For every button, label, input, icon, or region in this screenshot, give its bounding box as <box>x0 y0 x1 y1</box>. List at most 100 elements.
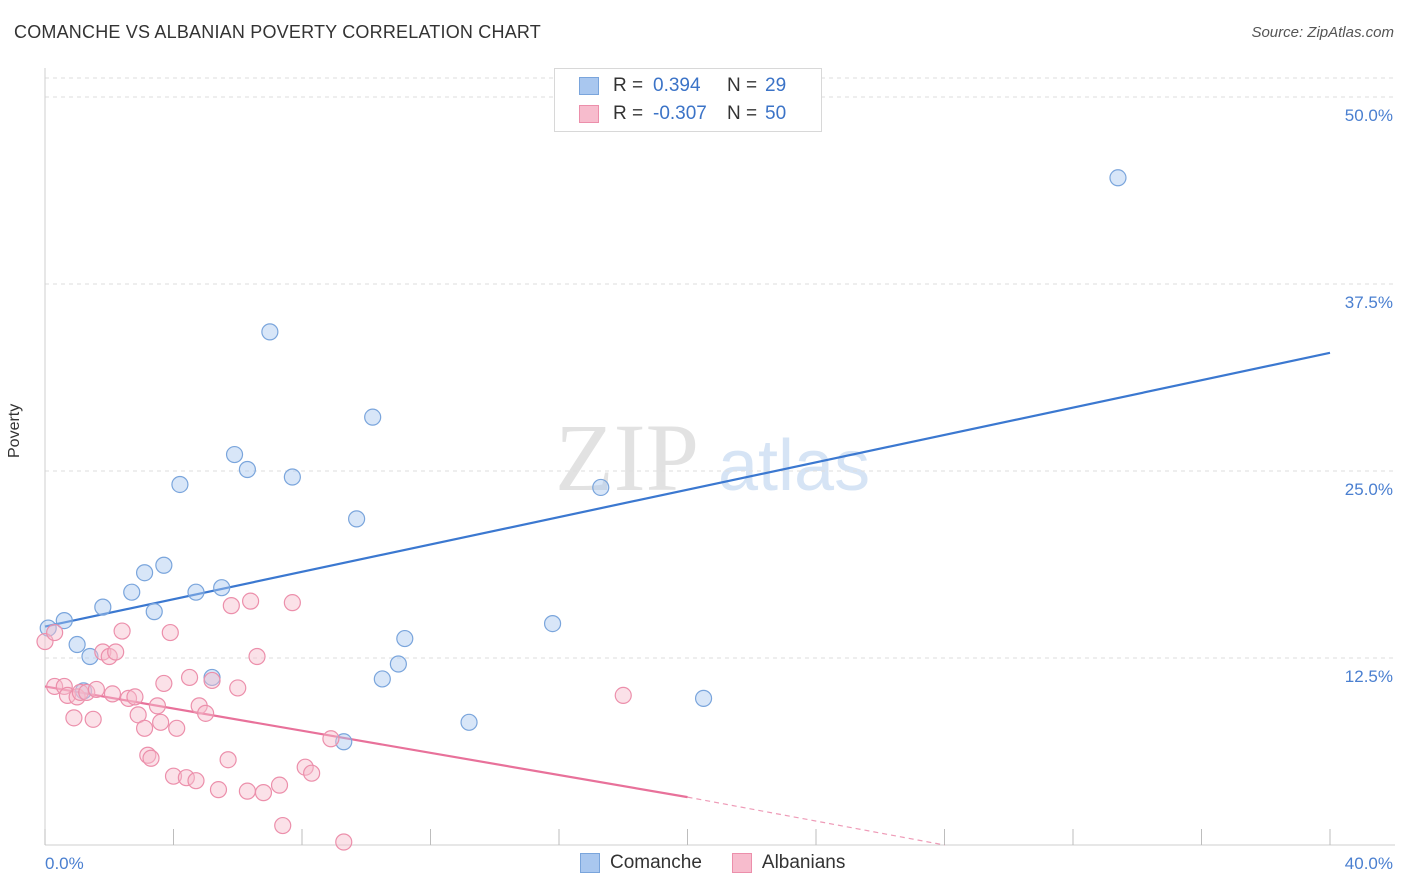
legend-r-value: 0.394 <box>653 75 701 96</box>
comanche-point <box>81 647 99 666</box>
legend-row-albanians: R = -0.307 N = 50 <box>579 101 786 127</box>
comanche-point <box>68 635 86 654</box>
comanche-point <box>55 611 73 630</box>
comanche-point <box>261 323 279 341</box>
comanche-point <box>543 614 562 633</box>
correlation-legend: R = 0.394 N = 29 R = -0.307 N = 50 <box>554 68 822 132</box>
albanians-point <box>238 782 256 800</box>
source-label: Source: ZipAtlas.com <box>1251 24 1394 41</box>
albanians-point <box>303 764 321 782</box>
comanche-point <box>460 713 478 731</box>
albanians-point <box>126 688 144 706</box>
comanche-point <box>592 478 610 497</box>
albanians-point <box>242 592 260 610</box>
comanche-point <box>155 556 173 574</box>
albanians-point <box>614 686 632 705</box>
albanians-point <box>142 749 160 767</box>
legend-r-label: R = <box>613 103 644 124</box>
albanians-point <box>219 751 237 769</box>
albanians-point <box>152 713 170 731</box>
albanians-point <box>283 594 301 612</box>
albanians-point <box>274 816 292 835</box>
albanians-point <box>203 671 221 690</box>
legend-n-label: N = <box>727 103 758 124</box>
comanche-point <box>171 475 189 494</box>
comanche-point <box>238 460 256 479</box>
albanians-point <box>197 704 215 722</box>
albanians-point <box>84 710 102 728</box>
comanche-point <box>135 564 154 582</box>
albanians-point <box>46 623 64 642</box>
legend-n-label: N = <box>727 75 758 96</box>
albanians-point <box>148 697 167 715</box>
albanians-point <box>322 730 340 748</box>
comanche-point <box>283 468 301 486</box>
series-legend-albanians[interactable]: Albanians <box>731 852 846 874</box>
legend-r-label: R = <box>613 75 644 96</box>
x-tick-label: 0.0% <box>45 854 84 873</box>
y-tick-label: 25.0% <box>1345 480 1393 499</box>
albanians-point <box>113 622 131 640</box>
albanians-point <box>161 623 179 642</box>
albanians-trend-line <box>44 685 688 799</box>
watermark-zip: ZIP <box>555 404 699 511</box>
albanians-point <box>139 746 157 764</box>
comanche-point <box>123 583 141 601</box>
comanche-label: Comanche <box>610 852 702 873</box>
albanians-point <box>187 772 205 790</box>
albanians-point <box>55 677 73 696</box>
albanians-point <box>168 719 186 737</box>
albanians-point <box>296 758 314 776</box>
albanians-point <box>78 683 96 702</box>
series-legend: Comanche Albanians <box>580 852 875 874</box>
legend-swatch-albanians <box>579 105 599 123</box>
x-tick-label: 40.0% <box>1345 854 1393 873</box>
comanche-point <box>94 598 112 616</box>
comanche-point <box>1109 169 1127 187</box>
comanche-swatch <box>580 853 600 873</box>
comanche-point <box>348 510 366 528</box>
comanche-trend-line <box>44 351 1331 628</box>
legend-n-value: 50 <box>765 103 787 124</box>
legend-r-value: -0.307 <box>653 103 707 124</box>
comanche-point <box>389 655 407 673</box>
albanians-point <box>254 784 273 802</box>
comanche-point <box>213 579 231 597</box>
albanians-point <box>46 677 64 696</box>
albanians-swatch <box>731 853 752 873</box>
legend-n-value: 29 <box>765 75 787 96</box>
comanche-point <box>694 689 713 707</box>
albanians-point <box>107 643 125 661</box>
albanians-point <box>119 689 138 707</box>
albanians-point <box>222 597 240 615</box>
albanians-point <box>65 709 83 727</box>
albanians-point <box>335 833 353 851</box>
comanche-point <box>145 603 163 621</box>
albanians-point <box>155 674 173 693</box>
albanians-point <box>209 781 228 799</box>
albanians-point <box>180 668 199 687</box>
albanians-point <box>177 769 195 787</box>
albanians-point <box>164 767 183 785</box>
albanians-point <box>87 680 106 699</box>
comanche-point <box>364 408 382 426</box>
y-tick-label: 12.5% <box>1345 667 1393 686</box>
legend-swatch-comanche <box>579 77 599 95</box>
comanche-point <box>396 629 414 648</box>
comanche-point <box>225 445 244 464</box>
legend-row-comanche: R = 0.394 N = 29 <box>579 73 786 99</box>
albanians-point <box>270 776 289 794</box>
albanians-point <box>229 679 247 697</box>
albanians-point <box>135 719 154 737</box>
comanche-point <box>335 733 353 751</box>
albanians-point <box>103 685 122 703</box>
comanche-point <box>373 670 391 688</box>
y-tick-label: 37.5% <box>1345 293 1393 312</box>
albanians-point <box>248 647 266 666</box>
series-legend-comanche[interactable]: Comanche <box>580 852 702 874</box>
albanians-trend-extension <box>687 796 945 846</box>
chart-title: COMANCHE VS ALBANIAN POVERTY CORRELATION… <box>14 22 541 42</box>
y-tick-label: 50.0% <box>1345 106 1393 125</box>
albanians-label: Albanians <box>761 852 846 873</box>
